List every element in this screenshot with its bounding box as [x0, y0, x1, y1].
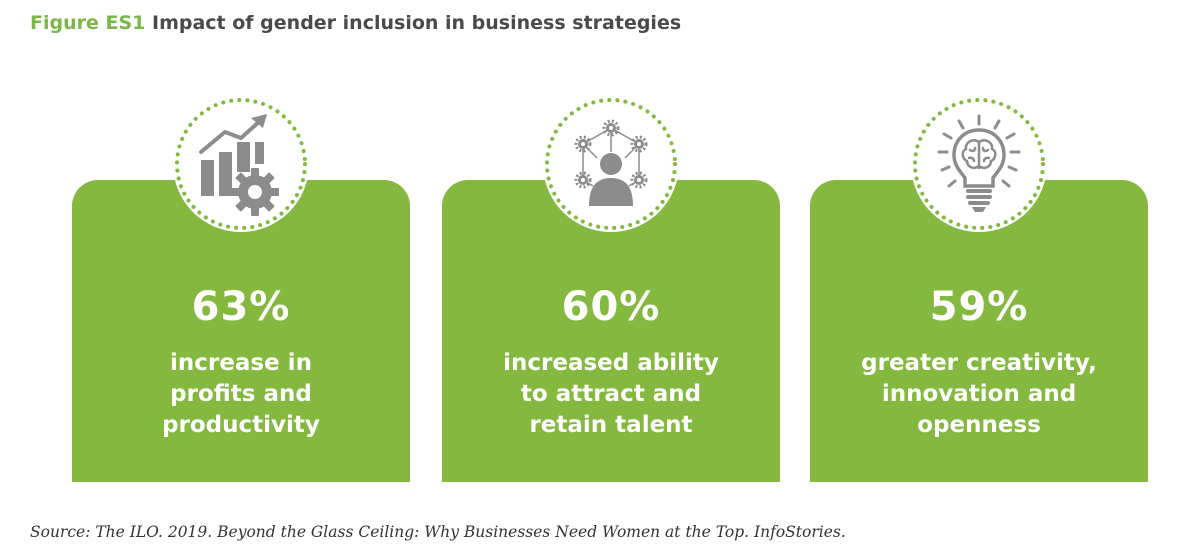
stat-description: increased ability to attract and retain … — [442, 348, 780, 441]
figure-label: Figure ES1 — [30, 12, 146, 34]
figure-title-text: Impact of gender inclusion in business s… — [152, 12, 682, 34]
stat-value: 60% — [561, 284, 661, 330]
figure-title: Figure ES1 Impact of gender inclusion in… — [30, 12, 681, 34]
person-network-icon — [543, 96, 679, 232]
source-note: Source: The ILO. 2019. Beyond the Glass … — [30, 523, 846, 541]
stat-description: increase in profits and productivity — [72, 348, 410, 441]
badge-profits — [171, 94, 311, 234]
stat-value: 59% — [929, 284, 1029, 330]
stat-description: greater creativity, innovation and openn… — [810, 348, 1148, 441]
stat-description-line: profits and — [170, 381, 312, 407]
badge-creativity — [909, 94, 1049, 234]
stat-description-line: to attract and — [520, 381, 702, 407]
stat-description-line: openness — [917, 412, 1041, 438]
stat-description-line: innovation and — [881, 381, 1077, 407]
stat-description-line: increase in — [170, 350, 312, 376]
bar-chart-gear-icon — [173, 96, 309, 232]
stat-description-line: increased ability — [503, 350, 719, 376]
stat-description-line: productivity — [162, 412, 320, 438]
stat-description-line: retain talent — [529, 412, 693, 438]
lightbulb-brain-icon — [911, 96, 1047, 232]
badge-talent — [541, 94, 681, 234]
stat-description-line: greater creativity, — [861, 350, 1097, 376]
stat-value: 63% — [191, 284, 291, 330]
